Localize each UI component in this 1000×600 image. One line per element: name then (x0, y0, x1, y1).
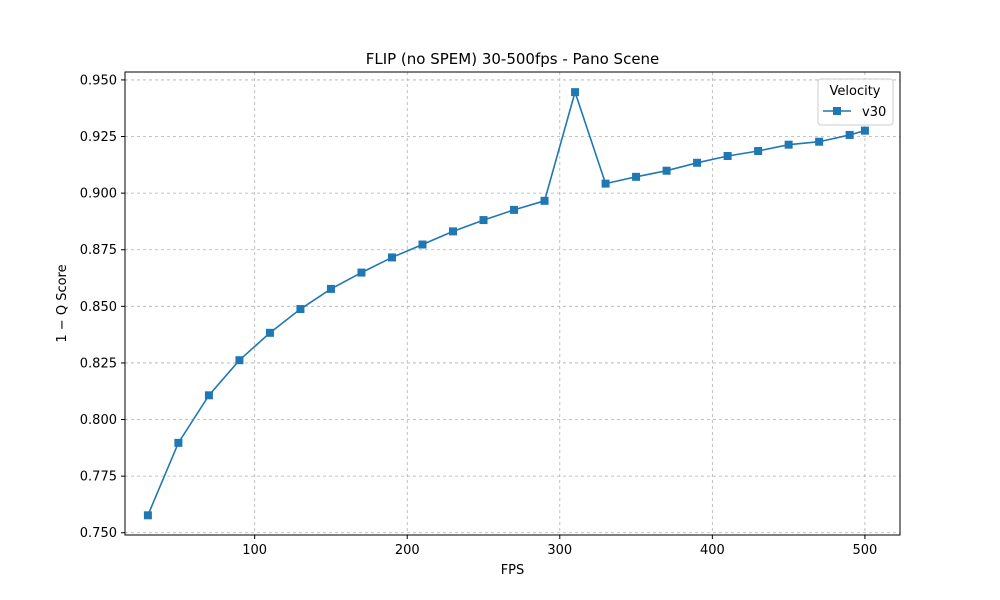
data-point (265, 328, 274, 337)
data-point (143, 511, 152, 520)
legend-title: Velocity (830, 84, 881, 99)
axis-ticks: 100 200 300 400 500 0.750 0.775 0.800 0.825 0.850… (80, 73, 878, 558)
data-point (510, 205, 519, 214)
data-point (387, 253, 396, 262)
data-point (632, 172, 641, 181)
x-axis-label: FPS (501, 563, 525, 578)
data-point (845, 130, 854, 139)
y-tick-label: 0.925 (80, 130, 117, 145)
data-point (601, 179, 610, 188)
y-tick-label: 0.875 (80, 243, 117, 258)
y-axis-label: 1 − Q Score (55, 264, 70, 342)
grid (125, 72, 900, 535)
y-tick-label: 0.950 (80, 73, 117, 88)
data-point (815, 137, 824, 146)
chart-title: FLIP (no SPEM) 30-500fps - Pano Scene (366, 50, 660, 68)
plot-series (143, 88, 869, 520)
data-point (784, 140, 793, 149)
data-point (723, 151, 732, 160)
y-tick-label: 0.900 (80, 187, 117, 202)
data-point (754, 147, 763, 156)
data-point (235, 356, 244, 365)
y-tick-label: 0.825 (80, 356, 117, 371)
data-point (571, 88, 580, 97)
x-tick-label: 500 (852, 543, 877, 558)
y-tick-label: 0.775 (80, 470, 117, 485)
data-point (479, 216, 488, 225)
legend-marker-v30 (833, 107, 841, 115)
data-point (418, 240, 427, 249)
data-point (540, 196, 549, 205)
data-point (296, 305, 305, 314)
y-tick-label: 0.800 (80, 413, 117, 428)
data-point (693, 158, 702, 167)
data-point (174, 438, 183, 447)
data-point (357, 268, 366, 277)
legend: Velocity v30 (817, 78, 894, 126)
x-tick-label: 100 (242, 543, 267, 558)
data-point (204, 391, 213, 400)
y-tick-label: 0.750 (80, 526, 117, 541)
x-tick-label: 300 (547, 543, 572, 558)
legend-label-v30: v30 (862, 105, 886, 120)
y-tick-label: 0.850 (80, 300, 117, 315)
data-point (326, 284, 335, 293)
x-tick-label: 400 (700, 543, 725, 558)
plot-frame (124, 71, 901, 536)
data-point (662, 166, 671, 175)
x-tick-label: 200 (395, 543, 420, 558)
data-point (860, 126, 869, 135)
data-point (449, 227, 458, 236)
